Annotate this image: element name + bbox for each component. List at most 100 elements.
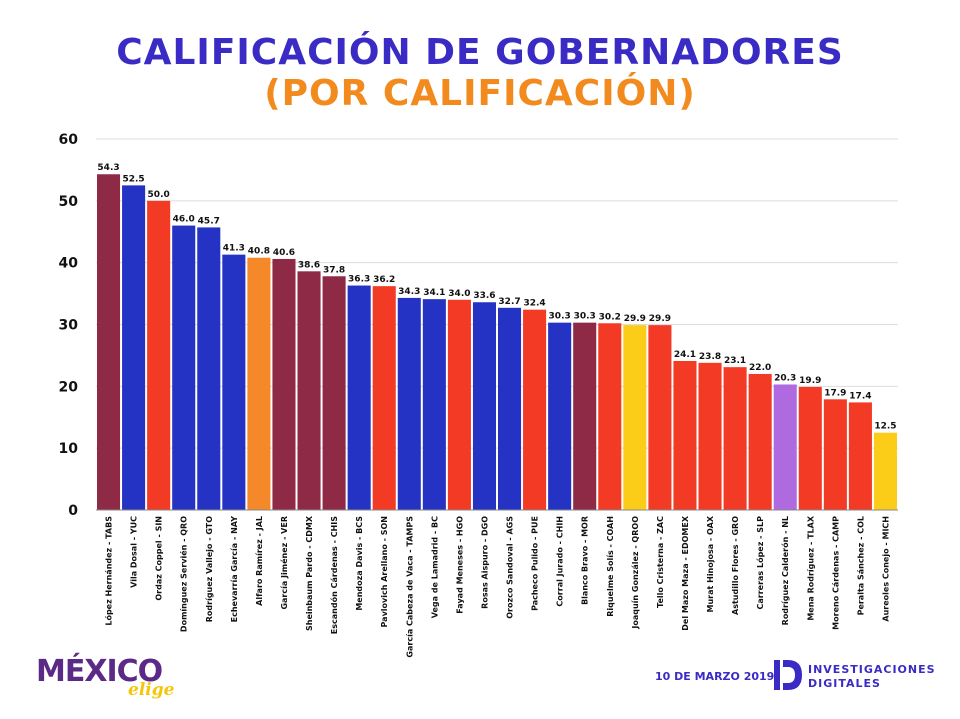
y-tick-label: 10 (59, 441, 79, 457)
x-tick-label: Carreras López - SLP (755, 516, 765, 610)
bar (823, 399, 847, 510)
brand-line-1: INVESTIGACIONES (808, 663, 936, 676)
data-label: 17.4 (849, 391, 871, 401)
data-label: 54.3 (97, 163, 119, 173)
data-label: 17.9 (824, 388, 846, 398)
data-label: 30.3 (549, 312, 571, 322)
data-label: 29.9 (649, 314, 671, 324)
brand-line-2: DIGITALES (808, 677, 881, 690)
data-label: 22.0 (749, 363, 771, 373)
x-tick-label: Pacheco Pulido - PUE (531, 516, 540, 611)
x-tick-label: Moreno Cárdenas - CAMP (831, 516, 840, 630)
mexico-elige-logo: MÉXICO elige (36, 654, 174, 704)
y-tick-label: 0 (68, 503, 78, 519)
bar (472, 302, 496, 510)
x-tick-label: Peralta Sánchez - COL (856, 516, 865, 615)
bar (498, 307, 522, 510)
x-tick-label: Alfaro Ramírez - JAL (255, 516, 264, 606)
data-label: 30.3 (574, 312, 596, 322)
bar (172, 225, 196, 511)
x-tick-label: Murat Hinojosa - OAX (706, 515, 715, 612)
x-tick-label: Domínguez Servién - QRO (179, 516, 189, 632)
x-tick-label: Astudillo Flores - GRO (731, 516, 740, 615)
x-tick-label: Fayad Meneses - HGO (455, 516, 464, 614)
x-tick-label: Rodríguez Vallejo - GTO (205, 516, 214, 622)
data-label: 40.8 (248, 247, 270, 257)
x-tick-label: Mena Rodríguez - TLAX (806, 515, 815, 620)
data-label: 45.7 (198, 216, 220, 226)
bar (873, 432, 897, 510)
x-tick-label: Vila Dosal - YUC (130, 516, 139, 588)
logo-sub-text: elige (128, 680, 175, 700)
data-label: 32.7 (498, 297, 520, 307)
x-tick-label: Joaquín González - QROO (631, 516, 640, 630)
x-tick-label: López Hernández - TABS (104, 516, 114, 626)
data-label: 52.5 (122, 174, 144, 184)
x-tick-label: Vega de Lamadrid - BC (430, 516, 439, 618)
x-tick-label: Tello Cristerna - ZAC (656, 516, 665, 608)
investigaciones-digitales-logo: INVESTIGACIONES DIGITALES (772, 656, 935, 696)
y-tick-label: 60 (59, 132, 79, 148)
x-tick-label: Corral Jurado - CHIH (556, 516, 565, 607)
data-label: 34.1 (423, 288, 445, 298)
data-label: 29.9 (624, 314, 646, 324)
bar (397, 297, 421, 510)
bar (748, 373, 772, 510)
x-tick-label: Sheinbaum Pardo - CDMX (305, 515, 314, 631)
data-label: 34.3 (398, 287, 420, 297)
data-label: 50.0 (148, 190, 170, 200)
y-tick-label: 40 (59, 256, 79, 272)
bar (848, 402, 872, 510)
x-tick-label: Echevarría García - NAY (230, 516, 239, 623)
y-tick-label: 20 (59, 379, 79, 395)
bar (347, 285, 371, 510)
x-tick-label: García Jiménez - VER (279, 516, 289, 610)
bar (648, 325, 672, 510)
x-tick-label: Ordaz Coppel - SIN (155, 516, 164, 601)
data-label: 33.6 (473, 291, 495, 301)
bar (272, 258, 296, 510)
data-label: 24.1 (674, 350, 696, 360)
chart-title: CALIFICACIÓN DE GOBERNADORES (116, 32, 844, 73)
x-tick-label: García Cabeza de Vaca - TAMPS (405, 516, 414, 658)
chart-subtitle: (POR CALIFICACIÓN) (264, 73, 696, 114)
bar (598, 323, 622, 510)
x-tick-label: Riquelme Solís - COAH (606, 516, 615, 617)
data-label: 40.6 (273, 248, 295, 258)
bar (197, 227, 221, 510)
bar (447, 299, 471, 510)
bar (322, 276, 346, 510)
bar (698, 362, 722, 510)
bar (147, 200, 171, 511)
bar (623, 325, 647, 510)
bar (573, 322, 597, 510)
data-label: 32.4 (523, 299, 545, 309)
brand-d-icon (774, 660, 802, 690)
bar (798, 386, 822, 510)
data-label: 46.0 (173, 215, 195, 225)
y-tick-label: 50 (59, 194, 79, 210)
data-label: 41.3 (223, 244, 245, 254)
data-label: 12.5 (874, 422, 896, 432)
x-tick-label: Rodríguez Calderón - NL (780, 516, 790, 625)
data-label: 34.0 (448, 289, 470, 299)
data-label: 19.9 (799, 376, 821, 386)
bar (122, 185, 146, 510)
bar (247, 257, 271, 510)
data-label: 20.3 (774, 373, 796, 383)
x-tick-label: Pavlovich Arellano - SON (380, 516, 389, 627)
data-label: 30.2 (599, 312, 621, 322)
bar (297, 271, 321, 510)
bar (723, 367, 747, 510)
bar (372, 286, 396, 510)
y-tick-label: 30 (59, 318, 79, 334)
x-tick-label: Rosas Aispuro - DGO (480, 516, 489, 609)
data-label: 36.3 (348, 275, 370, 285)
data-label: 36.2 (373, 275, 395, 285)
x-tick-label: Aureoles Conejo - MICH (881, 516, 890, 622)
bar (523, 309, 547, 510)
logo-main-text: MÉXICO (36, 654, 163, 689)
bar (548, 322, 572, 510)
data-label: 37.8 (323, 265, 345, 275)
data-label: 23.8 (699, 352, 721, 362)
